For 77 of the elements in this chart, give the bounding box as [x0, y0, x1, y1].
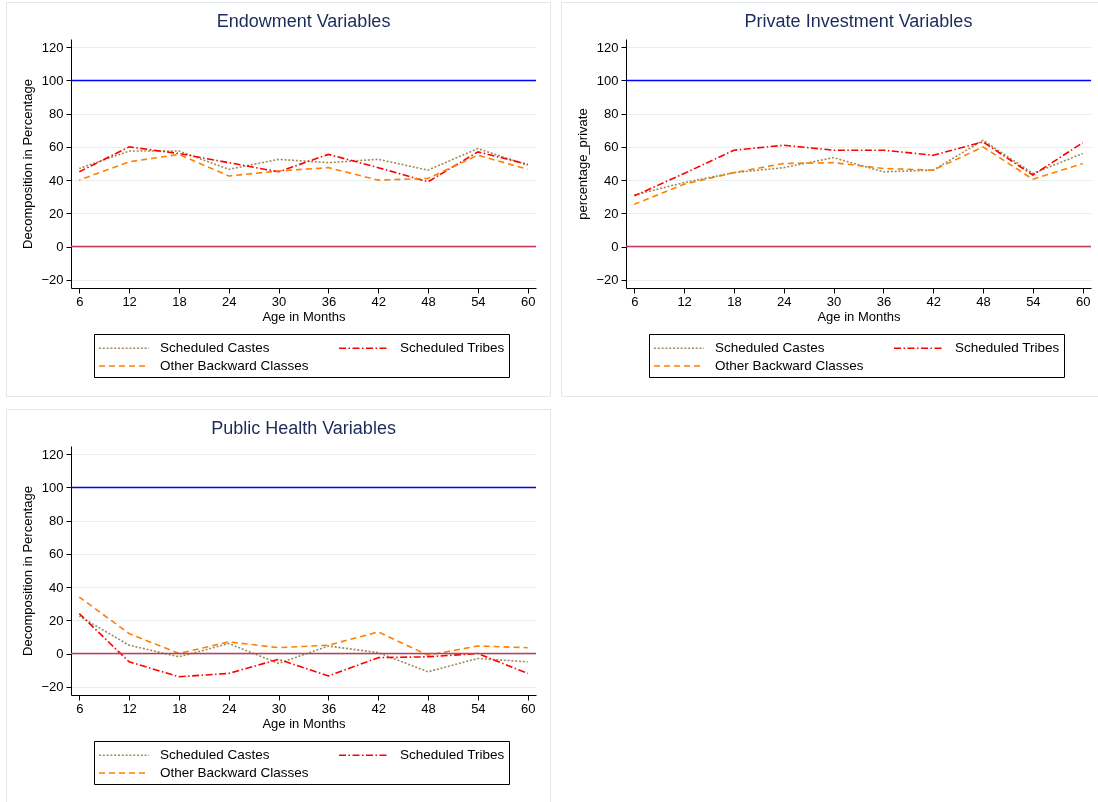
y-tick-label: 20 [49, 205, 64, 221]
x-tick-label: 6 [76, 700, 84, 716]
x-tick-label: 12 [122, 700, 137, 716]
y-tick-label: 100 [41, 73, 64, 88]
chart-title: Public Health Variables [211, 418, 396, 438]
legend-label: Scheduled Tribes [400, 340, 505, 356]
x-tick-label: 24 [222, 293, 237, 309]
legend-label: Scheduled Castes [160, 747, 270, 763]
x-tick-label: 18 [727, 293, 742, 309]
y-tick-label: 0 [56, 646, 64, 661]
y-tick-label: −20 [596, 272, 619, 288]
chart-title: Private Investment Variables [744, 11, 973, 31]
x-tick-label: 42 [926, 293, 941, 309]
x-tick-label: 6 [631, 293, 639, 309]
x-tick-label: 42 [371, 293, 386, 309]
y-tick-label: 80 [604, 106, 619, 122]
y-tick-label: −20 [41, 679, 64, 695]
line-series [78, 146, 529, 183]
y-tick-label: 100 [596, 73, 619, 88]
x-tick-label: 30 [271, 700, 287, 716]
y-tick-label: 60 [604, 139, 619, 155]
x-tick-label: 48 [421, 293, 436, 309]
legend-label: Other Backward Classes [160, 765, 309, 780]
legend-label: Scheduled Castes [715, 340, 825, 356]
line-series [78, 596, 529, 656]
x-tick-label: 24 [777, 293, 792, 309]
y-axis-title: percentage_private [575, 108, 591, 220]
y-tick-label: 40 [604, 172, 619, 188]
x-tick-label: 18 [172, 293, 187, 309]
legend-label: Scheduled Tribes [955, 340, 1060, 356]
x-tick-label: 54 [471, 700, 486, 716]
x-tick-label: 6 [76, 293, 84, 309]
legend-label: Other Backward Classes [715, 358, 864, 373]
x-tick-label: 36 [321, 293, 337, 309]
y-tick-label: 20 [49, 612, 64, 628]
y-tick-label: 120 [41, 446, 64, 462]
legend-label: Other Backward Classes [160, 358, 309, 373]
x-tick-label: 18 [172, 700, 187, 716]
chart-title: Endowment Variables [216, 11, 391, 31]
y-tick-label: 40 [49, 579, 64, 595]
y-tick-label: 80 [49, 513, 64, 529]
line-series [78, 153, 529, 181]
y-tick-label: 80 [49, 106, 64, 122]
x-tick-label: 60 [520, 293, 536, 309]
x-tick-label: 36 [876, 293, 892, 309]
x-tick-label: 12 [677, 293, 692, 309]
x-tick-label: 60 [1075, 293, 1091, 309]
legend-label: Scheduled Tribes [400, 747, 505, 763]
x-tick-label: 36 [321, 700, 337, 716]
x-tick-label: 54 [471, 293, 486, 309]
x-tick-label: 48 [976, 293, 991, 309]
x-tick-label: 42 [371, 700, 386, 716]
x-axis-title: Age in Months [262, 308, 347, 324]
x-tick-label: 60 [520, 700, 536, 716]
x-tick-label: 24 [222, 700, 237, 716]
y-axis-title: Decomposition in Percentage [20, 79, 36, 249]
x-axis-title: Age in Months [817, 308, 902, 324]
x-tick-label: 30 [826, 293, 842, 309]
y-tick-label: 120 [41, 39, 64, 55]
x-tick-label: 54 [1026, 293, 1041, 309]
line-series [633, 146, 1084, 205]
x-tick-label: 12 [122, 293, 137, 309]
legend-label: Scheduled Castes [160, 340, 270, 356]
y-axis-title: Decomposition in Percentage [20, 486, 36, 656]
y-tick-label: 20 [604, 205, 619, 221]
y-tick-label: −20 [41, 272, 64, 288]
x-axis-title: Age in Months [262, 715, 347, 731]
y-tick-label: 60 [49, 546, 64, 562]
y-tick-label: 60 [49, 139, 64, 155]
y-tick-label: 0 [56, 239, 64, 254]
y-tick-label: 0 [611, 239, 619, 254]
y-tick-label: 100 [41, 480, 64, 495]
y-tick-label: 120 [596, 39, 619, 55]
x-tick-label: 30 [271, 293, 287, 309]
x-tick-label: 48 [421, 700, 436, 716]
line-series [78, 147, 529, 171]
y-tick-label: 40 [49, 172, 64, 188]
